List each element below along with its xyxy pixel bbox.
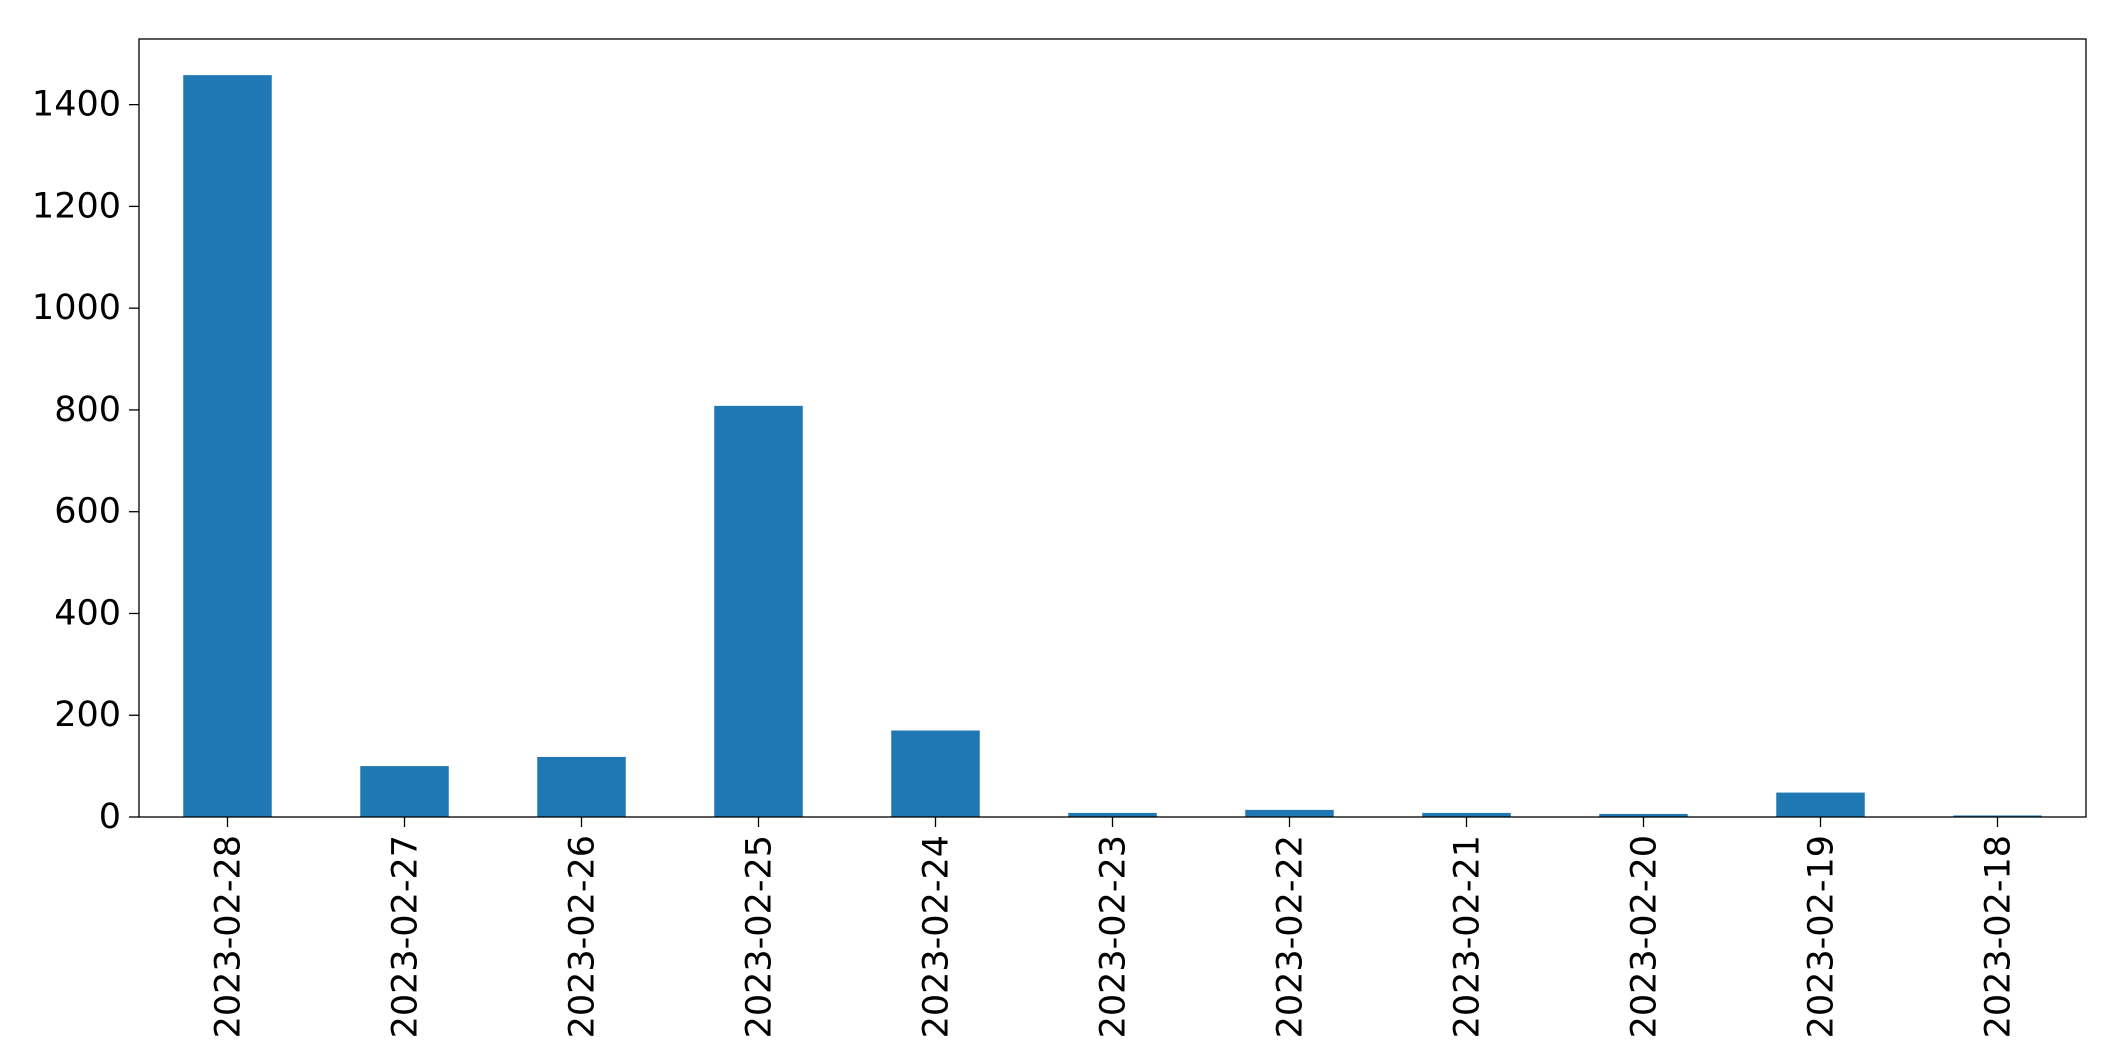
bar-2023-02-28	[183, 75, 272, 817]
x-tick-label: 2023-02-27	[386, 835, 426, 1038]
plot-frame	[138, 38, 2087, 818]
bar-2023-02-18	[1953, 815, 2042, 817]
x-tick-label: 2023-02-19	[1802, 835, 1842, 1038]
y-axis: 0 200 400 600 800 1000 1200 1400	[32, 85, 139, 837]
y-tick-label: 600	[54, 492, 121, 532]
bar-2023-02-25	[714, 405, 803, 817]
x-tick-label: 2023-02-28	[209, 835, 249, 1038]
bar-2023-02-21	[1422, 812, 1511, 817]
bar-2023-02-22	[1245, 809, 1334, 817]
x-axis: 2023-02-28 2023-02-27 2023-02-26 2023-02-25…	[209, 817, 2019, 1038]
bar-2023-02-27	[360, 766, 449, 817]
bars-layer	[183, 75, 2042, 817]
y-tick-label: 400	[54, 593, 121, 633]
y-tick-label: 1200	[32, 186, 121, 226]
bar-2023-02-20	[1599, 813, 1688, 817]
bar-2023-02-26	[537, 756, 626, 817]
x-tick-label: 2023-02-25	[740, 835, 780, 1038]
y-tick-label: 800	[54, 390, 121, 430]
x-tick-label: 2023-02-20	[1625, 835, 1665, 1038]
y-tick-label: 0	[99, 797, 121, 837]
x-tick-label: 2023-02-26	[563, 835, 603, 1038]
bar-2023-02-23	[1068, 812, 1157, 817]
x-tick-label: 2023-02-23	[1094, 835, 1134, 1038]
x-tick-label: 2023-02-24	[917, 835, 957, 1038]
x-tick-label: 2023-02-22	[1271, 835, 1311, 1038]
bar-2023-02-19	[1776, 792, 1865, 817]
y-tick-label: 200	[54, 695, 121, 735]
y-tick-label: 1400	[32, 85, 121, 125]
y-tick-label: 1000	[32, 288, 121, 328]
x-tick-label: 2023-02-21	[1448, 835, 1488, 1038]
x-tick-label: 2023-02-18	[1979, 835, 2019, 1038]
bar-2023-02-24	[891, 730, 980, 817]
